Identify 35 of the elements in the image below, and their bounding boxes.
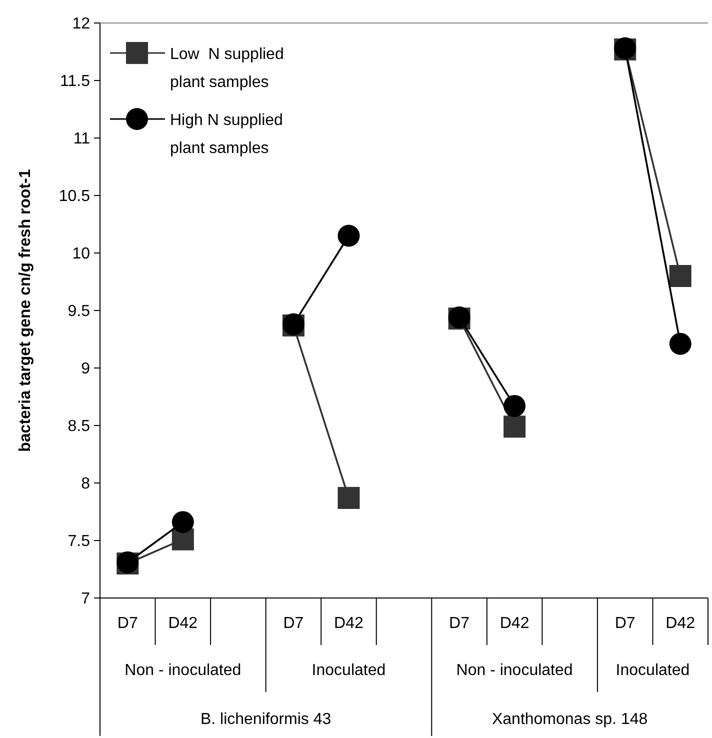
x-tick-label: D42 xyxy=(334,615,364,632)
point xyxy=(669,332,692,355)
legend-label: Low N supplied plant samples xyxy=(170,46,284,91)
point xyxy=(172,511,194,534)
text: Xanthomonas sp. 148 xyxy=(492,711,648,728)
text: Inoculated xyxy=(312,662,386,679)
point xyxy=(504,394,526,417)
point xyxy=(338,486,360,509)
y-tick-label: 7.5 xyxy=(68,533,90,550)
y-tick-label: 10 xyxy=(72,246,90,263)
y-tick-label: 9.5 xyxy=(68,303,90,320)
y-tick-label: 8 xyxy=(81,476,90,493)
y-tick-label: 8.5 xyxy=(68,418,90,436)
text: B. licheniformis 43 xyxy=(200,711,332,728)
text: Inoculated xyxy=(616,662,690,679)
x-tick-label: D7 xyxy=(117,615,138,632)
point xyxy=(669,265,692,287)
text: Non - inoculated xyxy=(124,662,242,679)
y-axis-title: bacteria target gene cn/g fresh root-1 xyxy=(17,169,34,452)
y-tick-label: 12 xyxy=(72,16,90,33)
x-tick-label: D42 xyxy=(666,615,696,632)
point xyxy=(338,224,360,247)
x-tick-label: D7 xyxy=(283,615,304,632)
y-tick-label: 9 xyxy=(81,360,90,378)
point xyxy=(504,416,526,438)
y-tick-label: 11 xyxy=(73,130,90,148)
text: Non - inoculated xyxy=(456,662,573,679)
y-tick-label: 11.5 xyxy=(60,73,90,90)
legend-label: High N supplied plant samples xyxy=(170,112,283,157)
y-tick-label: 7 xyxy=(81,590,90,608)
x-tick-label: D42 xyxy=(500,615,530,632)
y-tick-label: 10.5 xyxy=(58,188,90,206)
x-tick-label: D7 xyxy=(614,615,636,632)
x-tick-label: D42 xyxy=(168,615,198,632)
x-tick-label: D7 xyxy=(449,615,470,632)
